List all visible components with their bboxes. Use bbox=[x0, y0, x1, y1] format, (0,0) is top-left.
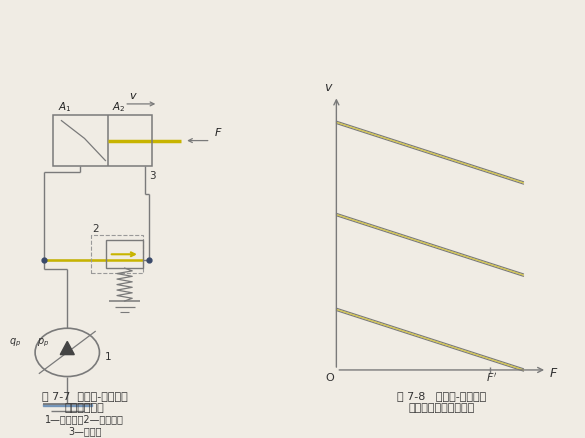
Text: $A_2$: $A_2$ bbox=[112, 100, 126, 114]
Text: $F$: $F$ bbox=[549, 366, 559, 379]
Text: 容积调速回路特性曲线: 容积调速回路特性曲线 bbox=[408, 403, 475, 413]
Text: 图 7-7  变量泵-液压缸式: 图 7-7 变量泵-液压缸式 bbox=[42, 390, 128, 400]
Text: O: O bbox=[326, 372, 335, 382]
Text: 1—液压泵；2—溢流阀；: 1—液压泵；2—溢流阀； bbox=[46, 413, 124, 424]
Text: $F$: $F$ bbox=[214, 126, 222, 138]
Text: 容积调速回路: 容积调速回路 bbox=[65, 403, 105, 413]
Text: 1: 1 bbox=[105, 351, 112, 361]
Text: 图 7-8   变量泵-液压缸式: 图 7-8 变量泵-液压缸式 bbox=[397, 390, 486, 400]
Bar bbox=[53, 116, 152, 166]
Bar bbox=[91, 235, 143, 274]
Text: $A_1$: $A_1$ bbox=[57, 100, 71, 114]
Text: $p_p$: $p_p$ bbox=[37, 336, 49, 348]
Text: $v$: $v$ bbox=[324, 81, 333, 94]
Polygon shape bbox=[60, 342, 74, 355]
Text: 2: 2 bbox=[92, 224, 98, 234]
Text: $q_p$: $q_p$ bbox=[9, 336, 21, 348]
Text: $v$: $v$ bbox=[129, 91, 137, 101]
Bar bbox=[106, 241, 143, 268]
Text: $F'$: $F'$ bbox=[486, 371, 497, 383]
Text: 3—液压缸: 3—液压缸 bbox=[68, 425, 102, 435]
Text: 3: 3 bbox=[149, 170, 156, 180]
